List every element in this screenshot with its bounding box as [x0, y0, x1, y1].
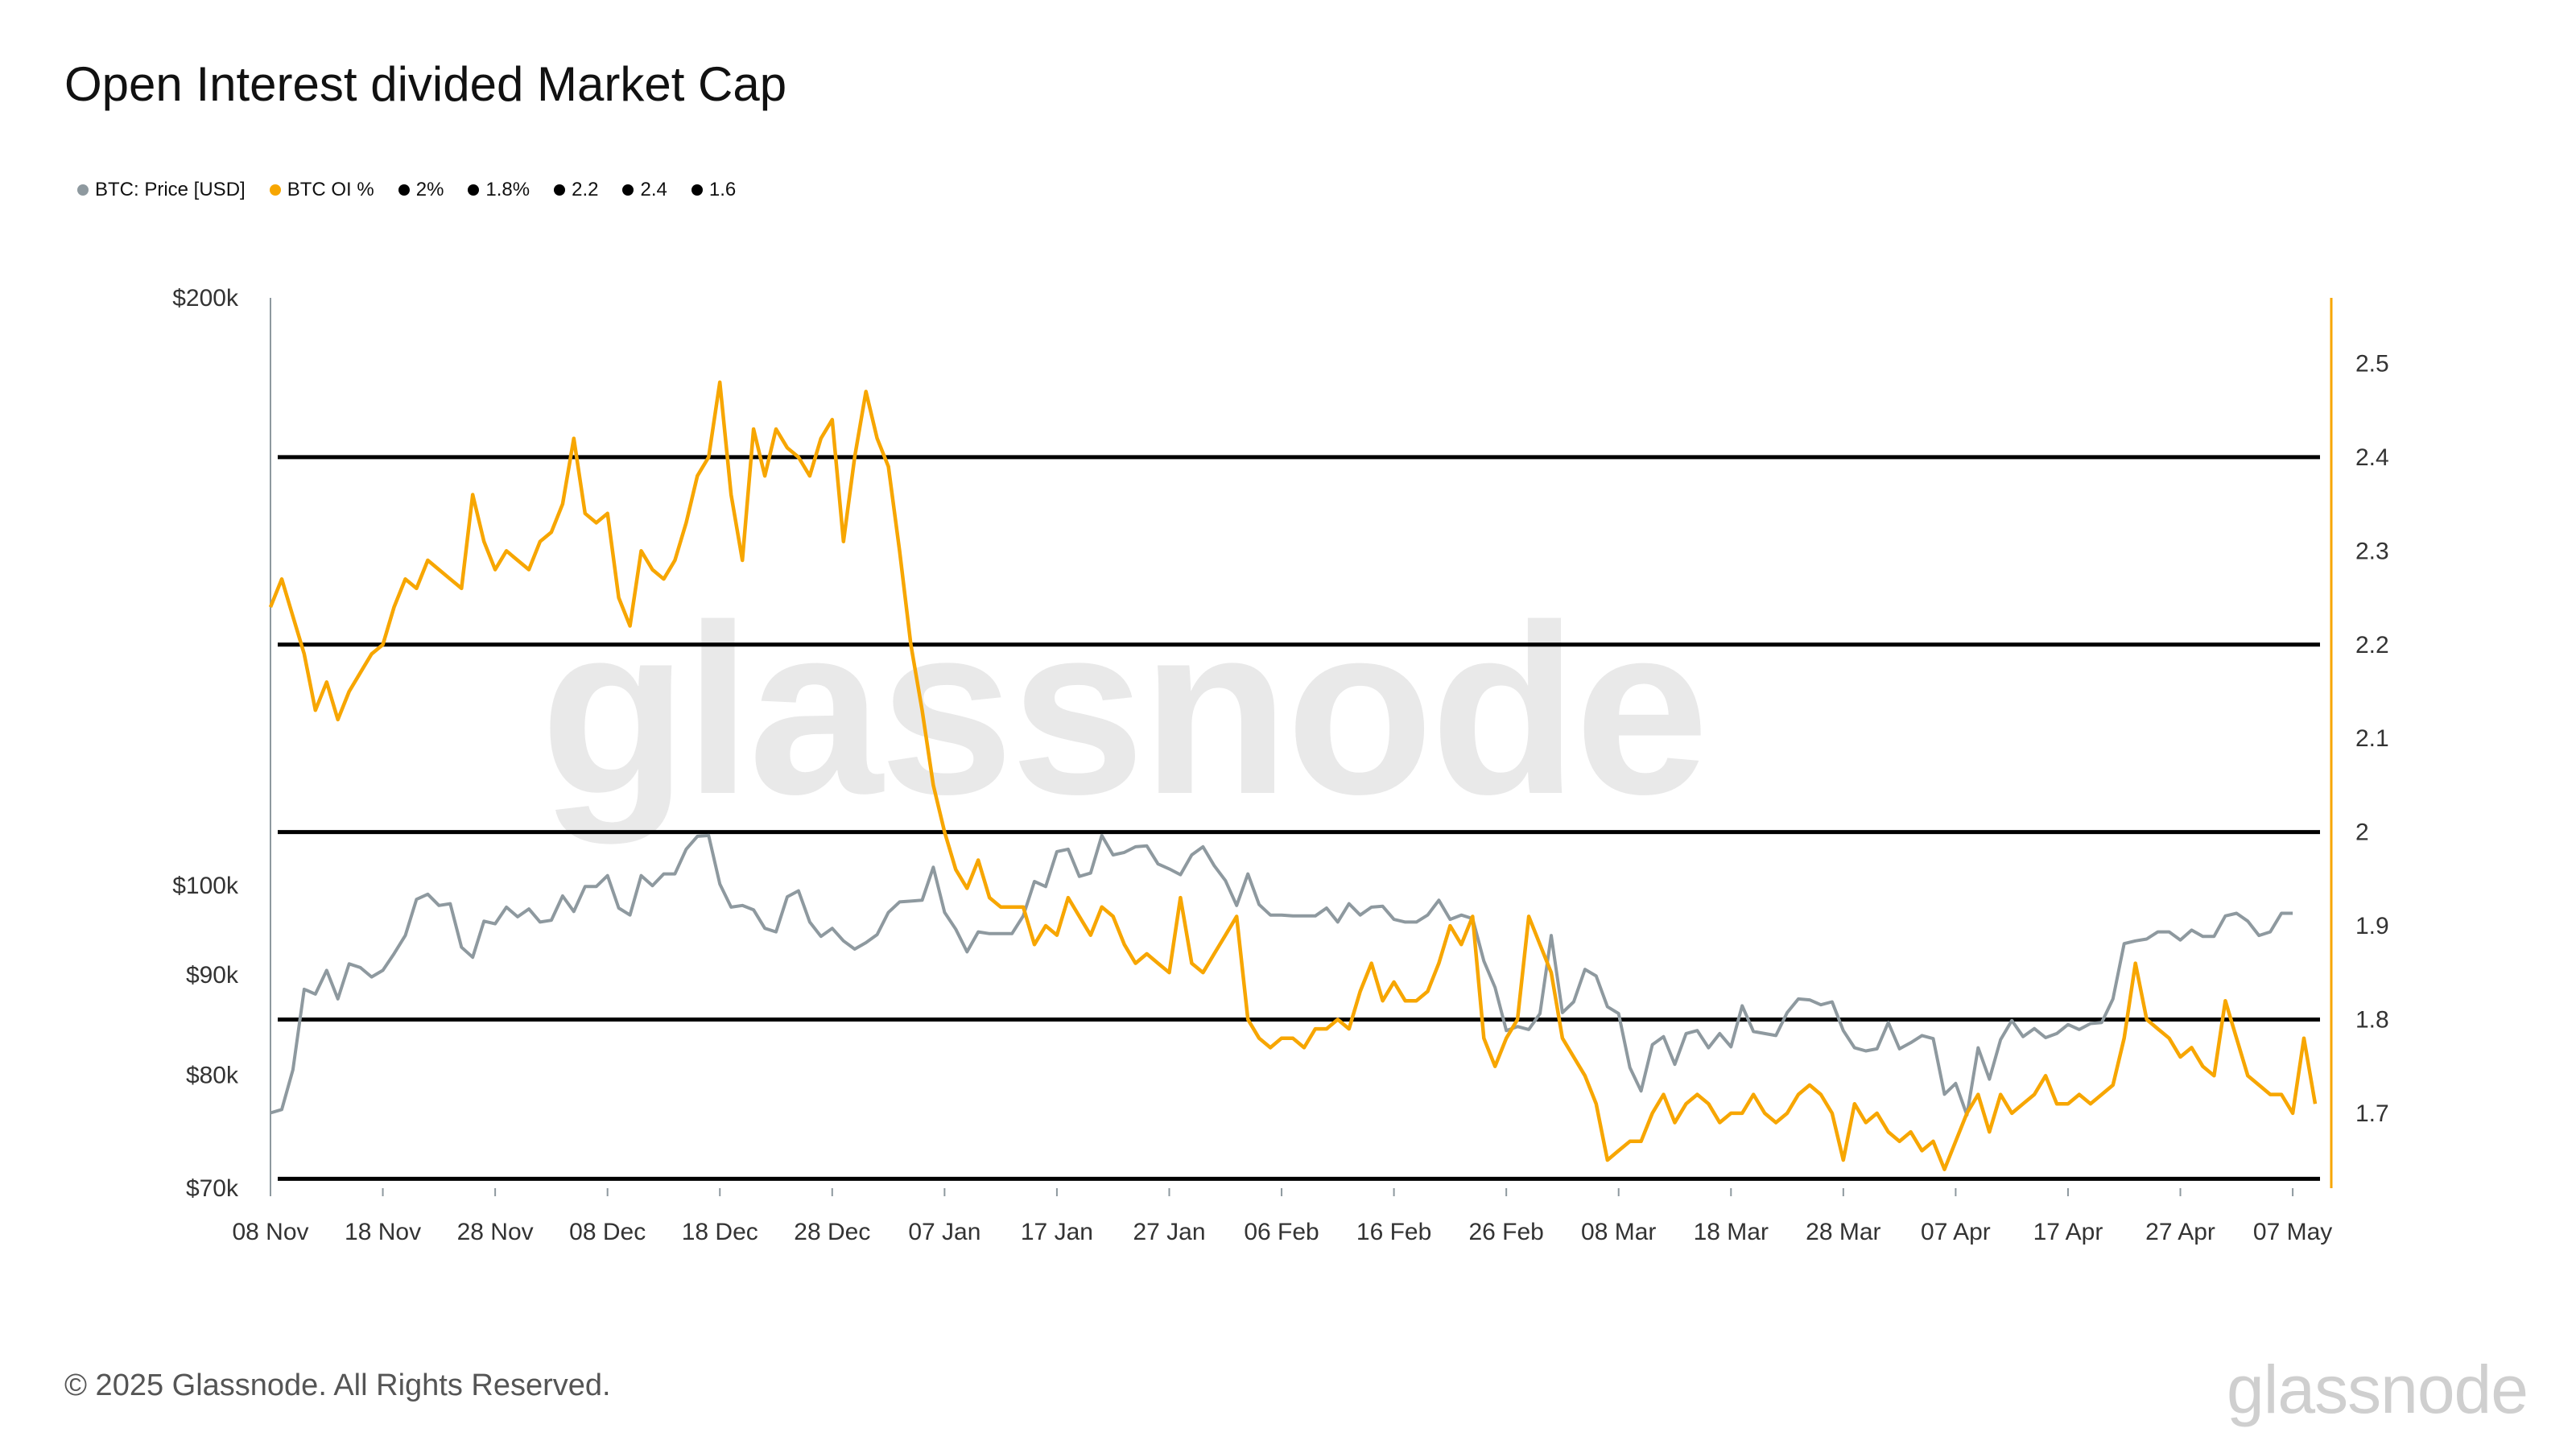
legend-dot [77, 184, 89, 196]
legend-dot [269, 184, 281, 196]
legend-label: 2% [415, 179, 444, 200]
legend-dot [554, 184, 566, 196]
x-tick-label: 07 Jan [908, 1219, 980, 1245]
legend-item-2-2[interactable]: 2.2 [554, 179, 598, 201]
x-tick-label: 28 Mar [1806, 1219, 1880, 1245]
series-layer [268, 380, 2318, 1171]
legend-dot [691, 184, 703, 196]
x-tick-label: 18 Mar [1694, 1219, 1769, 1245]
right-tick-label: 2.3 [2355, 538, 2389, 564]
legend-label: 2.2 [572, 179, 599, 200]
right-tick-label: 2.2 [2355, 632, 2389, 658]
x-tick-label: 08 Dec [569, 1219, 646, 1245]
x-tick-label: 27 Jan [1133, 1219, 1205, 1245]
copyright-text: © 2025 Glassnode. All Rights Reserved. [64, 1368, 611, 1402]
left-tick-label: $200k [172, 285, 239, 312]
left-tick-label: $90k [186, 962, 239, 989]
x-tick-label: 17 Apr [2033, 1219, 2103, 1245]
left-tick-label: $70k [186, 1175, 239, 1202]
x-tick-label: 18 Nov [345, 1219, 421, 1245]
right-tick-label: 1.7 [2355, 1100, 2389, 1127]
x-tick-label: 17 Jan [1021, 1219, 1093, 1245]
right-tick-label: 1.9 [2355, 913, 2389, 939]
legend: BTC: Price [USD] BTC OI % 2% 1.8% 2.2 2.… [77, 179, 736, 201]
axes [270, 298, 2333, 1195]
x-tick-label: 16 Feb [1356, 1219, 1431, 1245]
x-tick-label: 07 May [2253, 1219, 2332, 1245]
reference-lines [278, 455, 2320, 1181]
series-line-btc-price-usd [270, 833, 2293, 1117]
legend-label: 2.4 [640, 179, 667, 200]
legend-label: 1.8% [485, 179, 530, 200]
chart-title: Open Interest divided Market Cap [64, 57, 787, 111]
legend-dot [622, 184, 634, 196]
legend-item-btc-price[interactable]: BTC: Price [USD] [77, 179, 246, 201]
legend-item-btc-oi[interactable]: BTC OI % [269, 179, 374, 201]
left-tick-label: $80k [186, 1062, 239, 1088]
x-tick-label: 26 Feb [1468, 1219, 1543, 1245]
legend-item-1-6[interactable]: 1.6 [691, 179, 736, 201]
legend-item-1-8pct[interactable]: 1.8% [468, 179, 530, 201]
x-tick-label: 18 Dec [682, 1219, 758, 1245]
x-tick-label: 07 Apr [1921, 1219, 1991, 1245]
x-tick-label: 06 Feb [1244, 1219, 1319, 1245]
right-tick-label: 2 [2355, 819, 2369, 846]
x-tick-label: 08 Nov [232, 1219, 308, 1245]
right-tick-label: 1.8 [2355, 1006, 2389, 1033]
x-tick-label: 08 Mar [1581, 1219, 1656, 1245]
legend-label: 1.6 [708, 179, 737, 200]
legend-label: BTC OI % [287, 179, 374, 200]
right-tick-label: 2.5 [2355, 350, 2389, 377]
left-tick-label: $100k [172, 873, 239, 899]
glassnode-logo: glassnode [2227, 1352, 2529, 1427]
x-tick-label: 28 Nov [457, 1219, 534, 1245]
tick-labels: 08 Nov 18 Nov 28 Nov 08 Dec 18 Dec 28 Dec 07 J… [172, 285, 2388, 1245]
right-tick-label: 2.4 [2355, 444, 2389, 471]
legend-item-2-4[interactable]: 2.4 [622, 179, 667, 201]
series-line-btc-oi [268, 380, 2318, 1171]
x-tick-label: 27 Apr [2145, 1219, 2215, 1245]
legend-dot [398, 184, 410, 196]
x-tick-label: 28 Dec [794, 1219, 870, 1245]
legend-label: BTC: Price [USD] [95, 179, 246, 200]
legend-item-2pct[interactable]: 2% [398, 179, 444, 201]
watermark: glassnode [540, 574, 1706, 846]
right-tick-label: 2.1 [2355, 725, 2389, 752]
legend-dot [468, 184, 480, 196]
